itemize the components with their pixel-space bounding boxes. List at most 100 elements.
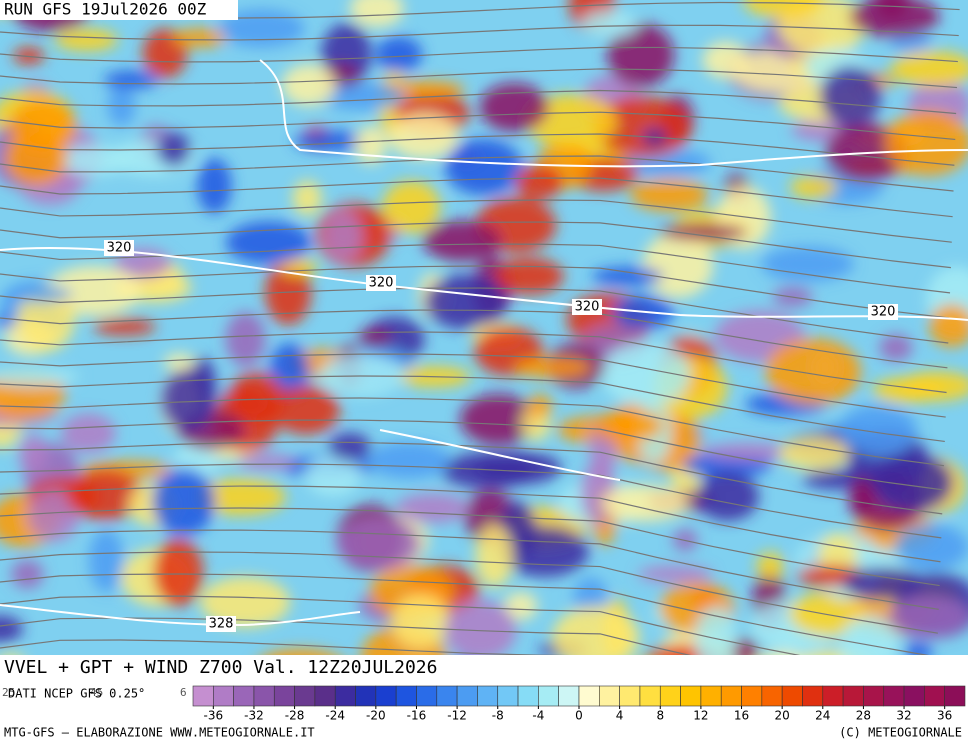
map-title: VVEL + GPT + WIND Z700 Val. 12Z20JUL2026	[4, 657, 437, 678]
colorbar-swatch	[375, 685, 397, 707]
field-blob	[929, 303, 968, 348]
run-box	[0, 0, 238, 20]
streamline	[0, 243, 951, 294]
colorbar-swatch	[253, 685, 275, 707]
contour-label: 320	[575, 300, 600, 315]
colorbar-swatch	[436, 685, 458, 707]
field-blob	[54, 28, 118, 52]
colorbar-tick-label: 28	[856, 709, 871, 723]
field-blob	[601, 484, 689, 522]
field-blob	[474, 451, 562, 485]
field-blob	[479, 82, 549, 132]
streamline	[0, 353, 946, 418]
colorbar-swatch	[416, 685, 438, 707]
colorbar: -36 -32 -28 -24 -20 -16 -12 -8 -4 0 4 8 12 16 20 24 28 32…	[192, 685, 966, 723]
field-blob	[88, 529, 124, 593]
colorbar-tick-label: 32	[896, 709, 911, 723]
field-blob	[388, 113, 459, 160]
field-blob	[194, 478, 286, 516]
colorbar-tick-label: -20	[366, 709, 386, 723]
streamline	[0, 441, 943, 515]
field-blob	[0, 368, 80, 386]
field-blob	[600, 342, 691, 406]
field-blob	[225, 311, 266, 367]
field-blob	[879, 333, 913, 361]
field-blob	[0, 615, 24, 643]
streamline	[0, 397, 945, 467]
field-blob	[316, 82, 406, 110]
streamline	[0, 46, 958, 63]
field-blob	[696, 471, 759, 522]
streamline	[0, 177, 953, 218]
colorbar-tick-label: 0	[575, 709, 583, 723]
contours	[0, 59, 968, 627]
field-blob	[27, 488, 80, 542]
colorbar-swatch	[720, 685, 742, 707]
field-blob	[152, 468, 216, 536]
streamline	[0, 68, 958, 89]
field-blob	[884, 110, 968, 176]
field-blob	[630, 178, 709, 212]
field-blob	[382, 180, 441, 234]
colorbar-tick-label: 16	[734, 709, 749, 723]
field-blob	[593, 409, 663, 442]
field-blob	[444, 139, 523, 196]
field-blob	[842, 567, 923, 601]
field-blob	[103, 70, 159, 90]
field-blob	[163, 353, 196, 371]
field-blob	[765, 338, 861, 405]
colorbar-tick-label: 20	[775, 709, 790, 723]
colorbar-tick-label: 36	[937, 709, 952, 723]
colorbar-swatch	[639, 685, 661, 707]
colorbar-tick-label: -16	[407, 709, 427, 723]
field-blob	[515, 164, 564, 200]
colorbar-swatch	[395, 685, 417, 707]
colorbar-swatch	[599, 685, 620, 707]
streamline	[0, 221, 951, 269]
field-blob	[475, 524, 514, 588]
field-blob	[642, 231, 714, 299]
streamline	[0, 573, 938, 658]
field-blob	[658, 223, 748, 241]
edge-label: 25	[2, 686, 15, 699]
field-blob	[527, 394, 553, 418]
field-blob	[281, 64, 337, 106]
streamline	[0, 89, 957, 115]
field-blob	[354, 125, 387, 165]
data-source: DATI NCEP GFS 0.25°	[8, 687, 145, 701]
colorbar-swatch	[944, 685, 966, 707]
streamline	[0, 595, 937, 682]
field-blob	[228, 372, 285, 424]
colorbar-swatch	[659, 685, 681, 707]
colorbar-swatch	[802, 685, 824, 707]
streamline	[0, 24, 959, 41]
colorbar-tick-label: -24	[325, 709, 345, 723]
colorbar-swatch	[477, 685, 499, 707]
colorbar-swatch	[456, 685, 478, 707]
colorbar-tick-label: -8	[492, 709, 504, 723]
field-blob	[357, 327, 392, 348]
field-blob	[336, 517, 421, 570]
streamline	[0, 485, 941, 563]
run-label: RUN GFS 19Jul2026 00Z	[4, 0, 207, 19]
colorbar-tick-label: 4	[616, 709, 624, 723]
field-blob	[839, 404, 918, 456]
colorbar-swatch	[781, 685, 803, 707]
field-blob	[459, 393, 537, 446]
streamline	[0, 265, 950, 319]
field-blob	[849, 0, 940, 38]
field-blob	[11, 559, 44, 589]
colorbar-swatch	[822, 685, 844, 707]
field-blob	[349, 0, 404, 28]
field-blob	[581, 10, 638, 38]
contour-label: 320	[871, 305, 896, 320]
field-blob	[293, 130, 367, 152]
field-blob	[395, 493, 470, 524]
colorbar-tick-label: -32	[244, 709, 264, 723]
colorbar-swatch	[314, 685, 336, 707]
field-blob	[890, 50, 968, 87]
field-blob	[93, 318, 156, 336]
colorbar-swatch	[517, 685, 539, 707]
field-blob	[607, 23, 675, 88]
